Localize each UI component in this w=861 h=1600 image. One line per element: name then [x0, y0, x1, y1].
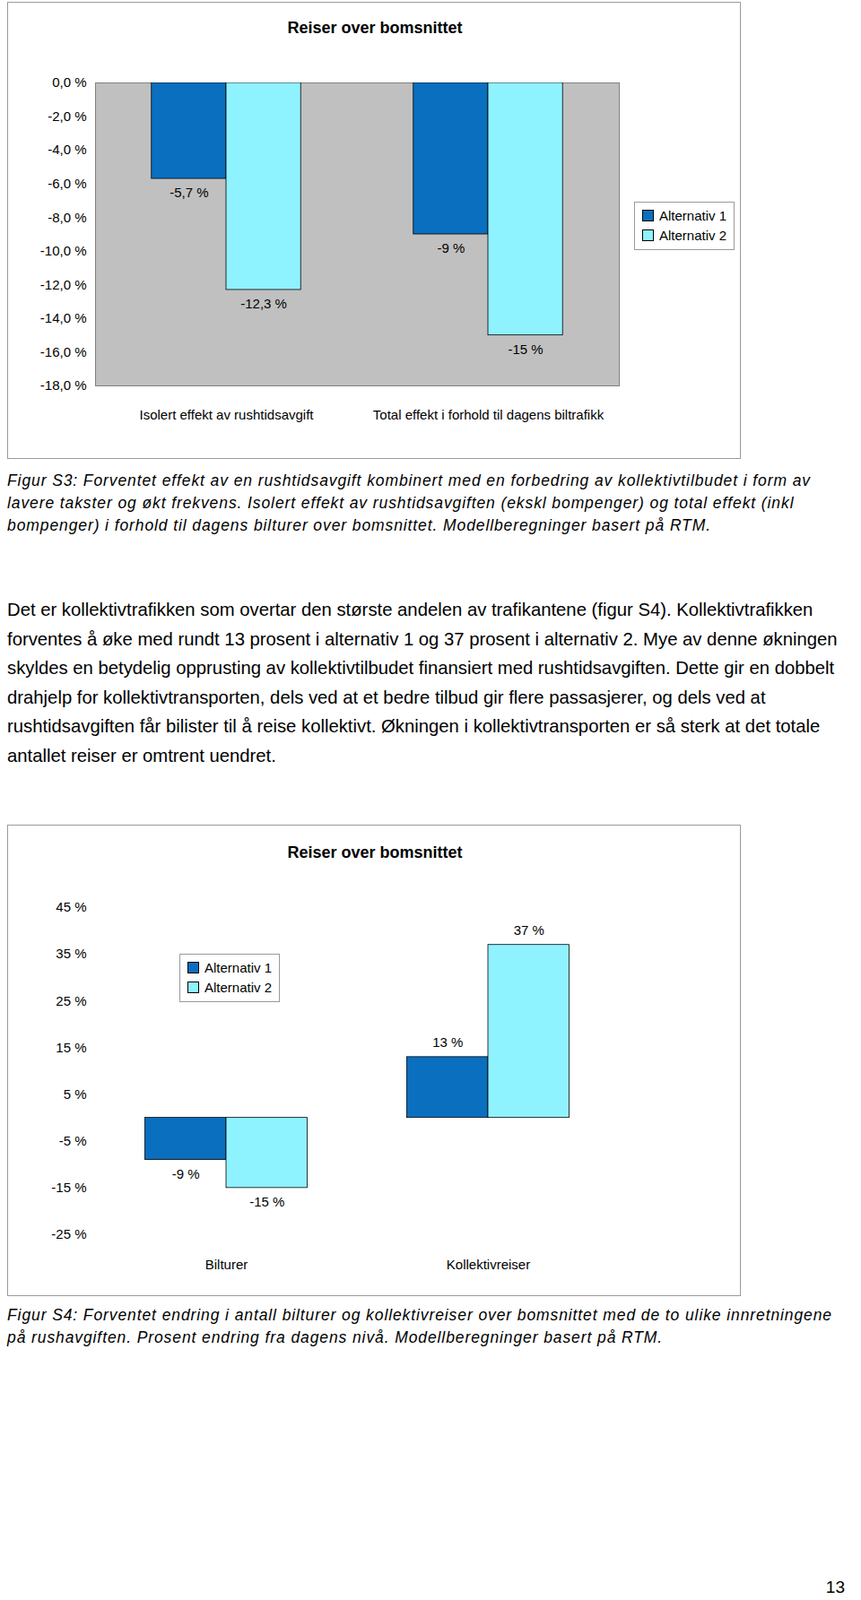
html-text:Reiser over bomsnittet: Reiser over bomsnittet	[287, 18, 463, 37]
svg-text:13 %: 13 %	[432, 1034, 463, 1051]
svg-text:37 %: 37 %	[513, 922, 545, 939]
html-text:Reiser over bomsnittet: Reiser over bomsnittet	[287, 843, 463, 862]
svg-text:35 %: 35 %	[55, 946, 87, 962]
svg-text:-4,0 %: -4,0 %	[47, 141, 87, 157]
svg-text:0,0 %: 0,0 %	[52, 74, 87, 90]
svg-text:-2,0 %: -2,0 %	[47, 108, 87, 124]
svg-text:-12,3 %: -12,3 %	[240, 295, 287, 312]
svg-text:-9 %: -9 %	[172, 1166, 201, 1183]
svg-text:5 %: 5 %	[63, 1087, 87, 1103]
svg-text:25 %: 25 %	[55, 993, 87, 1009]
svg-text:-18,0 %: -18,0 %	[40, 377, 87, 393]
svg-text:-8,0 %: -8,0 %	[47, 209, 87, 226]
html-text:13: 13	[825, 1578, 845, 1598]
svg-text:Total effekt i forhold til dag: Total effekt i forhold til dagens biltra…	[373, 407, 605, 423]
svg-text:-15 %: -15 %	[249, 1194, 285, 1210]
html-text:Figur S3: Forventet effekt av: Figur S3: Forventet effekt av en rushtid…	[7, 471, 811, 535]
svg-text:Isolert effekt av rushtidsavgi: Isolert effekt av rushtidsavgift	[139, 407, 315, 423]
svg-text:-12,0 %: -12,0 %	[40, 277, 87, 293]
svg-text:-15 %: -15 %	[51, 1180, 87, 1196]
svg-text:15 %: 15 %	[55, 1040, 87, 1056]
html-text:Alternativ 1: Alternativ 1	[659, 208, 727, 224]
svg-text:-10,0 %: -10,0 %	[40, 243, 87, 259]
svg-text:Bilturer: Bilturer	[205, 1257, 249, 1273]
html-text:Alternativ 2: Alternativ 2	[204, 980, 272, 996]
svg-text:45 %: 45 %	[55, 899, 87, 915]
svg-text:-14,0 %: -14,0 %	[40, 310, 87, 326]
svg-text:Kollektivreiser: Kollektivreiser	[446, 1257, 531, 1273]
svg-text:-25 %: -25 %	[51, 1226, 87, 1243]
html-text:Alternativ 2: Alternativ 2	[659, 227, 727, 244]
html-text:Figur S4: Forventet endring i: Figur S4: Forventet endring i antall bil…	[7, 1306, 833, 1348]
svg-text:-16,0 %: -16,0 %	[40, 344, 87, 360]
svg-text:-9 %: -9 %	[436, 240, 465, 256]
svg-text:-15 %: -15 %	[508, 341, 544, 357]
svg-text:-6,0 %: -6,0 %	[47, 175, 87, 192]
svg-text:-5 %: -5 %	[59, 1133, 87, 1149]
html-text:Det er kollektivtrafikken som: Det er kollektivtrafikken som overtar de…	[7, 600, 838, 766]
html-text:Alternativ 1: Alternativ 1	[204, 960, 272, 976]
svg-text:-5,7 %: -5,7 %	[169, 184, 209, 201]
